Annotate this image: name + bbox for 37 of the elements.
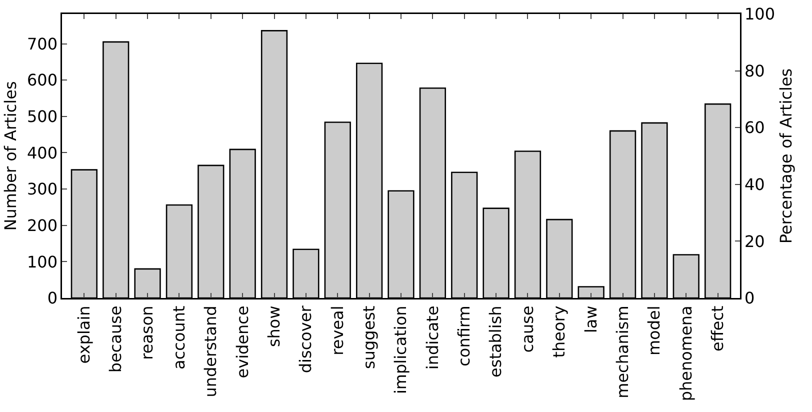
x-tick-label: show <box>264 306 284 348</box>
y2-tick-label: 0 <box>744 288 755 308</box>
y2-tick-label: 20 <box>744 232 765 251</box>
x-tick-label: reveal <box>328 306 347 356</box>
y-axis-title: Number of Articles <box>1 81 20 231</box>
x-tick-label: model <box>644 306 664 356</box>
y2-tick-label: 60 <box>744 118 765 138</box>
x-tick-label: phenomena <box>676 306 696 402</box>
y-tick-label: 700 <box>26 34 58 54</box>
x-tick-label: understand <box>201 306 220 398</box>
y-tick-label: 0 <box>47 288 58 308</box>
y-tick-label: 500 <box>26 107 58 126</box>
y-tick-label: 300 <box>26 180 58 199</box>
x-tick-label: law <box>581 306 600 334</box>
x-tick-label: theory <box>550 306 569 358</box>
y-tick-label: 400 <box>26 143 58 162</box>
x-tick-label: implication <box>391 306 410 394</box>
x-tick-label: account <box>169 306 188 370</box>
x-tick-label: establish <box>486 306 506 378</box>
y-tick-label: 100 <box>26 252 58 272</box>
y2-tick-label: 100 <box>744 4 776 24</box>
x-tick-label: cause <box>518 306 537 353</box>
x-tick-label: suggest <box>360 306 379 369</box>
x-tick-label: evidence <box>232 306 252 378</box>
y2-tick-label: 80 <box>744 61 765 80</box>
y-tick-label: 600 <box>26 70 58 90</box>
x-tick-label: mechanism <box>612 306 632 398</box>
x-tick-label: effect <box>708 306 728 352</box>
x-tick-label: reason <box>138 306 157 360</box>
y2-tick-label: 40 <box>744 175 765 194</box>
x-tick-label: indicate <box>422 306 442 370</box>
y2-axis-title: Percentage of Articles <box>776 68 796 244</box>
x-tick-label: because <box>106 306 126 373</box>
x-tick-label: confirm <box>454 306 474 366</box>
x-tick-label: discover <box>296 305 316 374</box>
y-tick-label: 200 <box>26 216 58 235</box>
x-tick-label: explain <box>74 306 94 364</box>
